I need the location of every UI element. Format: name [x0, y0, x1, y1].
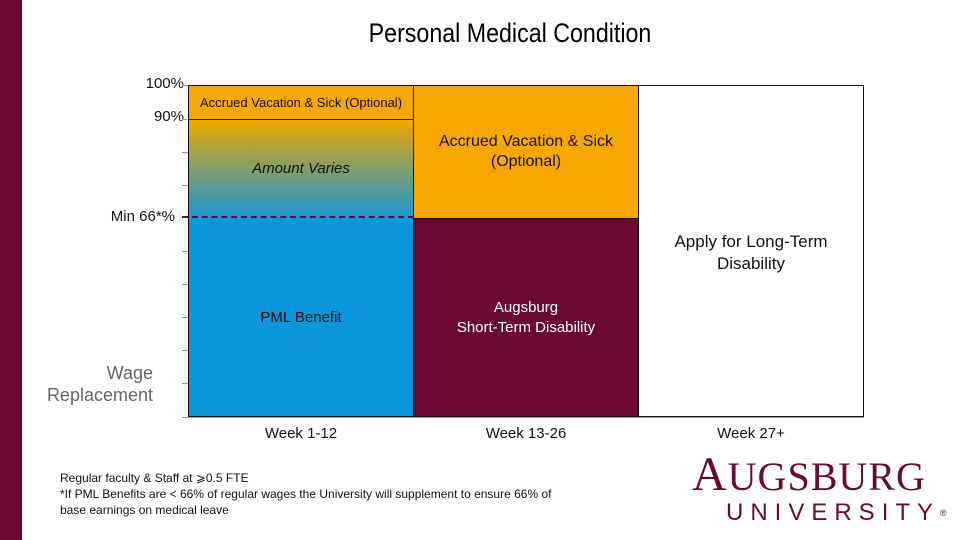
- logo-initial: A: [692, 448, 728, 501]
- accrued-vacation-line2: (Optional): [490, 153, 562, 170]
- tick-mark: [182, 185, 188, 186]
- tick-label-90: 90%: [153, 108, 184, 125]
- tick-label-min: Min 66*%: [110, 208, 175, 225]
- accrued-vacation-line1: Accrued Vacation & Sick: [438, 133, 613, 150]
- tick-mark: [182, 85, 188, 86]
- tick-mark: [182, 152, 188, 153]
- y-axis-title: Wage Replacement: [30, 362, 153, 406]
- tick-label-100: 100%: [145, 75, 184, 92]
- amount-varies-block: Amount Varies: [188, 119, 414, 218]
- logo-university: UNIVERSITY®: [726, 499, 947, 527]
- long-term-disability-block: Apply for Long-Term Disability: [638, 85, 864, 417]
- std-line1: Augsburg: [493, 298, 559, 316]
- accrued-vacation-label: Accrued Vacation & Sick (Optional): [199, 94, 403, 110]
- footnote: Regular faculty & Staff at ⩾0.5 FTE *If …: [60, 470, 640, 518]
- logo-name: UGSBURG: [727, 454, 926, 499]
- tick-mark: [182, 350, 188, 351]
- amount-varies-label: Amount Varies: [252, 160, 350, 177]
- ltd-line2: Disability: [716, 254, 785, 273]
- tick-mark: [182, 251, 188, 252]
- y-axis-title-line2: Replacement: [46, 385, 153, 405]
- tick-mark: [182, 383, 188, 384]
- footnote-line2: *If PML Benefits are < 66% of regular wa…: [60, 487, 552, 501]
- footnote-line1: Regular faculty & Staff at ⩾0.5 FTE: [60, 471, 249, 485]
- ltd-text: Apply for Long-Term Disability: [674, 231, 827, 275]
- registered-mark: ®: [940, 508, 947, 518]
- std-text: Augsburg Short-Term Disability: [457, 298, 595, 338]
- logo-university-text: UNIVERSITY: [726, 499, 941, 526]
- page-title: Personal Medical Condition: [368, 18, 652, 48]
- x-axis-baseline: [182, 417, 864, 418]
- pml-benefit-block: PML Benefit: [188, 218, 414, 417]
- pml-benefit-label: PML Benefit: [260, 309, 342, 326]
- tick-mark: [182, 317, 188, 318]
- accrued-vacation-block-weeks-13-26: Accrued Vacation & Sick (Optional): [413, 85, 639, 219]
- y-axis-title-line1: Wage: [106, 363, 153, 383]
- week-label: Week 13-26: [485, 425, 567, 442]
- minimum-66-dashed-line: [182, 216, 414, 218]
- week-label: Week 27+: [717, 425, 785, 442]
- side-accent-bar: [0, 0, 22, 540]
- ltd-line1: Apply for Long-Term: [674, 232, 828, 251]
- accrued-vacation-text: Accrued Vacation & Sick (Optional): [439, 132, 613, 172]
- week-label: Week 1-12: [264, 425, 338, 442]
- footnote-line3: base earnings on medical leave: [60, 503, 229, 517]
- short-term-disability-block: Augsburg Short-Term Disability: [413, 218, 639, 417]
- tick-mark: [182, 284, 188, 285]
- tick-mark: [182, 119, 188, 120]
- augsburg-logo-wordmark: AUGSBURG: [692, 451, 942, 500]
- accrued-vacation-block-weeks-1-12: Accrued Vacation & Sick (Optional): [188, 85, 414, 120]
- std-line2: Short-Term Disability: [456, 318, 596, 336]
